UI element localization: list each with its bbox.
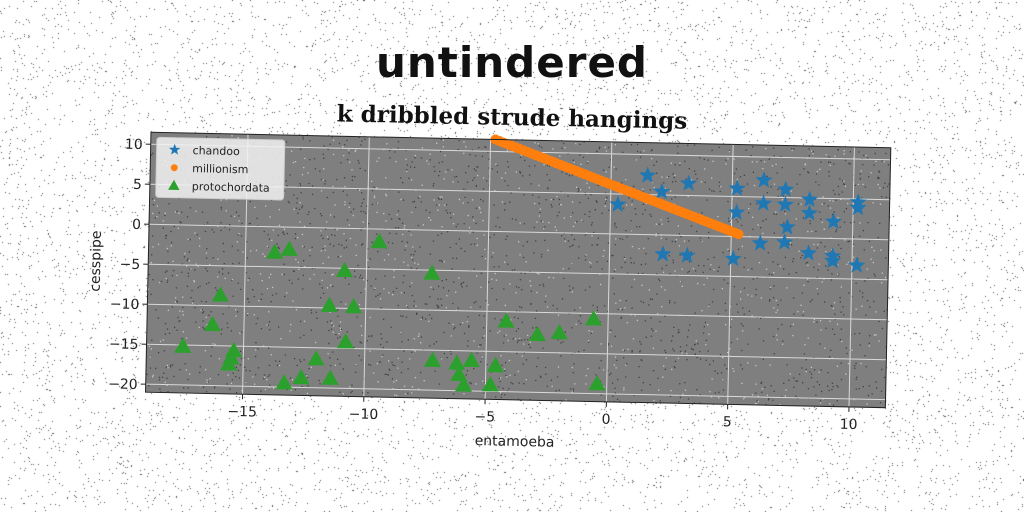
legend-marker-chandoo (168, 143, 181, 155)
protochordata-point (219, 355, 238, 371)
chandoo-point (800, 244, 818, 261)
protochordata-point (588, 375, 606, 391)
legend-box (155, 136, 286, 201)
x-tick-label: −15 (227, 404, 257, 421)
axes-frame (145, 131, 892, 409)
protochordata-point (528, 325, 546, 342)
chandoo-point (728, 179, 746, 196)
figure-title: untindered (376, 38, 648, 87)
protochordata-point (370, 232, 388, 249)
grid-line-y (146, 343, 887, 361)
x-axis-label: entamoeba (474, 433, 554, 451)
x-tick-label: 0 (601, 412, 610, 428)
protochordata-point (275, 374, 293, 390)
protochordata-point (584, 310, 602, 326)
protochordata-point (423, 351, 441, 368)
grid-line-x (848, 146, 855, 407)
protochordata-point (211, 286, 229, 302)
chandoo-point (724, 249, 742, 267)
legend-label: chandoo (192, 144, 240, 158)
axes: −15 −10 −5 0 5 10 −20 −15 −10 −5 0 5 10 entamoeba cess… (88, 131, 892, 451)
data-marks (174, 134, 867, 392)
chandoo-point (775, 233, 794, 250)
protochordata-point (203, 315, 221, 332)
chandoo-point (751, 234, 769, 251)
grid-line-x (363, 136, 370, 397)
y-tick-label: −10 (110, 296, 140, 313)
protochordata-point (497, 312, 515, 328)
chandoo-point (754, 194, 773, 211)
x-tick-label: 10 (840, 417, 858, 433)
chandoo-point (824, 212, 843, 230)
protochordata-point (481, 376, 499, 392)
legend-label: protochordata (192, 180, 270, 195)
protochordata-point (462, 351, 480, 368)
y-tick-label: 0 (132, 217, 141, 233)
y-tick-label: −15 (109, 336, 139, 353)
protochordata-point (448, 354, 466, 370)
protochordata-point (450, 365, 468, 382)
y-tick-label: 10 (125, 137, 143, 153)
chandoo-point (848, 256, 866, 273)
protochordata-point (320, 296, 338, 313)
chandoo-point (653, 182, 671, 200)
protochordata-point (174, 337, 192, 354)
chandoo-point (801, 190, 819, 208)
grid-line-y (145, 383, 886, 401)
grid-line-y (147, 303, 888, 321)
y-axis-label: cesspipe (88, 230, 105, 292)
grid-line-y (148, 263, 889, 281)
chandoo-point (776, 195, 794, 213)
chandoo-point (778, 218, 796, 235)
chandoo-point (609, 195, 627, 212)
protochordata-point (265, 243, 284, 259)
millionism-point (733, 229, 744, 240)
y-tick-label: −5 (119, 257, 140, 273)
legend: chandoo millionism protochordata (155, 136, 286, 201)
y-tick-label: 5 (133, 177, 142, 193)
protochordata-point (550, 323, 568, 340)
protochordata-point (423, 264, 441, 280)
x-tick-label: −10 (349, 406, 379, 423)
protochordata-point (307, 349, 325, 366)
protochordata-point (321, 369, 339, 385)
chandoo-point (678, 246, 696, 263)
chandoo-point (777, 180, 795, 197)
chandoo-point (728, 203, 746, 220)
protochordata-point (486, 356, 504, 373)
y-tick-label: −20 (108, 376, 138, 393)
protochordata-point (344, 297, 363, 314)
protochordata-point (335, 261, 354, 278)
grid-line-y (149, 223, 889, 241)
chandoo-point (654, 245, 672, 262)
plot-area (145, 132, 891, 408)
chandoo-point (800, 204, 818, 221)
protochordata-point (280, 240, 298, 257)
grid-line-x (484, 139, 492, 400)
chandoo-point (639, 166, 657, 183)
legend-marker-millionism (170, 164, 178, 172)
x-tick-label: −5 (474, 409, 495, 425)
chandoo-point (824, 251, 842, 269)
legend-label: millionism (192, 162, 248, 176)
legend-marker-protochordata (168, 179, 180, 191)
protochordata-point (336, 332, 354, 349)
x-tick-label: 5 (723, 414, 732, 430)
protochordata-point (292, 368, 310, 385)
chandoo-point (755, 171, 773, 188)
chandoo-point (680, 174, 698, 191)
chandoo-point (849, 198, 867, 216)
protochordata-point (454, 376, 472, 392)
